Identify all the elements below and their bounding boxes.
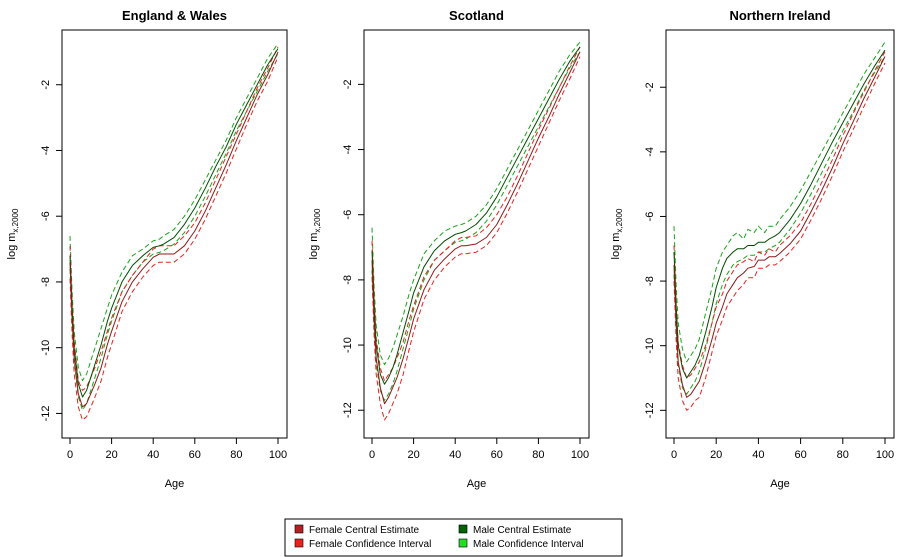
x-tick-label: 100 bbox=[876, 449, 894, 461]
plot-frame bbox=[665, 29, 895, 439]
legend-label: Female Central Estimate bbox=[309, 525, 419, 536]
x-axis-label: Age bbox=[467, 478, 487, 490]
series-line-female-ci-upper bbox=[371, 46, 581, 382]
y-tick-label: -12 bbox=[644, 402, 656, 418]
series-line-female-ci-lower bbox=[371, 56, 581, 421]
series-line-male-ci-upper bbox=[673, 41, 886, 363]
panel-scotland: Scotland 0 20 40 60 80 100 -2 -4 -6 -8 -10 -12 Age log… bbox=[308, 8, 590, 490]
x-tick-label: 100 bbox=[571, 449, 589, 461]
y-tick-label: -6 bbox=[342, 210, 354, 220]
legend-swatch bbox=[458, 524, 468, 534]
y-tick-label: -8 bbox=[644, 276, 656, 286]
y-tick-label: -12 bbox=[342, 402, 354, 418]
series-line-female-central bbox=[69, 51, 279, 408]
series-line-male-ci-upper bbox=[69, 43, 279, 382]
series-line-female-central bbox=[371, 51, 581, 405]
series-line-male-ci-lower bbox=[371, 51, 581, 401]
series-line-male-ci-lower bbox=[69, 53, 279, 411]
legend-swatch bbox=[294, 524, 304, 534]
legend-label: Male Confidence Interval bbox=[473, 539, 584, 550]
x-tick-label: 20 bbox=[407, 449, 419, 461]
series-line-male-central bbox=[69, 48, 279, 398]
x-tick-label: 60 bbox=[794, 449, 806, 461]
y-tick-label: -2 bbox=[644, 82, 656, 92]
series-group bbox=[69, 43, 279, 421]
y-tick-label: -12 bbox=[40, 405, 52, 421]
y-tick-label: -4 bbox=[644, 147, 656, 157]
series-line-female-ci-upper bbox=[673, 51, 886, 379]
series-line-male-ci-upper bbox=[371, 41, 581, 366]
y-tick-label: -6 bbox=[644, 212, 656, 222]
chart-panels: England & Wales 0 20 40 60 80 100 -2 -4 -6 -8 -10 -1… bbox=[6, 8, 895, 490]
x-tick-label: 40 bbox=[449, 449, 461, 461]
legend-item: Female Confidence Interval bbox=[294, 538, 431, 550]
legend-box bbox=[284, 518, 623, 557]
legend-label: Female Confidence Interval bbox=[309, 539, 431, 550]
x-tick-label: 60 bbox=[189, 449, 201, 461]
x-tick-label: 40 bbox=[752, 449, 764, 461]
y-tick-label: -10 bbox=[644, 338, 656, 354]
x-tick-label: 0 bbox=[369, 449, 375, 461]
series-line-male-central bbox=[673, 49, 886, 379]
legend-item: Female Central Estimate bbox=[294, 524, 419, 536]
series-group bbox=[371, 41, 581, 421]
panel-title: England & Wales bbox=[122, 8, 227, 23]
x-tick-label: 100 bbox=[269, 449, 287, 461]
x-tick-label: 20 bbox=[710, 449, 722, 461]
legend-item: Male Central Estimate bbox=[458, 524, 572, 536]
y-tick-label: -4 bbox=[40, 146, 52, 156]
x-tick-label: 40 bbox=[147, 449, 159, 461]
x-axis-label: Age bbox=[165, 478, 185, 490]
y-tick-label: -2 bbox=[40, 80, 52, 90]
series-line-female-ci-lower bbox=[69, 56, 279, 421]
x-tick-label: 80 bbox=[532, 449, 544, 461]
x-tick-label: 80 bbox=[837, 449, 849, 461]
series-line-male-central bbox=[371, 46, 581, 385]
series-line-female-ci-lower bbox=[673, 62, 886, 411]
plot-frame bbox=[363, 29, 590, 439]
x-tick-label: 60 bbox=[491, 449, 503, 461]
y-tick-label: -4 bbox=[342, 145, 354, 155]
y-tick-label: -6 bbox=[40, 211, 52, 221]
series-group bbox=[673, 41, 886, 411]
panel-title: Scotland bbox=[449, 8, 504, 23]
y-tick-label: -8 bbox=[342, 275, 354, 285]
x-tick-label: 0 bbox=[671, 449, 677, 461]
x-tick-label: 20 bbox=[105, 449, 117, 461]
plot-frame bbox=[61, 29, 288, 439]
series-line-female-central bbox=[673, 56, 886, 398]
series-line-female-ci-upper bbox=[69, 46, 279, 391]
panel-title: Northern Ireland bbox=[729, 8, 830, 23]
x-tick-label: 80 bbox=[230, 449, 242, 461]
legend: Female Central Estimate Female Confidence… bbox=[284, 518, 623, 557]
x-tick-label: 0 bbox=[67, 449, 73, 461]
panel-england-wales: England & Wales 0 20 40 60 80 100 -2 -4 -6 -8 -10 -1… bbox=[6, 8, 288, 490]
y-axis-label: log mx,2000 bbox=[308, 208, 322, 259]
y-tick-label: -2 bbox=[342, 79, 354, 89]
legend-swatch bbox=[458, 538, 468, 548]
y-axis-label: log mx,2000 bbox=[6, 208, 20, 259]
panel-northern-ireland: Northern Ireland 0 20 40 60 80 100 -2 -4 -6 -8 -10 -… bbox=[610, 8, 895, 490]
y-axis-label: log mx,2000 bbox=[610, 208, 624, 259]
x-axis-label: Age bbox=[770, 478, 790, 490]
y-tick-label: -10 bbox=[40, 340, 52, 356]
series-line-male-ci-lower bbox=[673, 56, 886, 395]
legend-label: Male Central Estimate bbox=[473, 525, 572, 536]
y-tick-label: -8 bbox=[40, 277, 52, 287]
legend-item: Male Confidence Interval bbox=[458, 538, 584, 550]
y-tick-label: -10 bbox=[342, 337, 354, 353]
legend-swatch bbox=[294, 538, 304, 548]
